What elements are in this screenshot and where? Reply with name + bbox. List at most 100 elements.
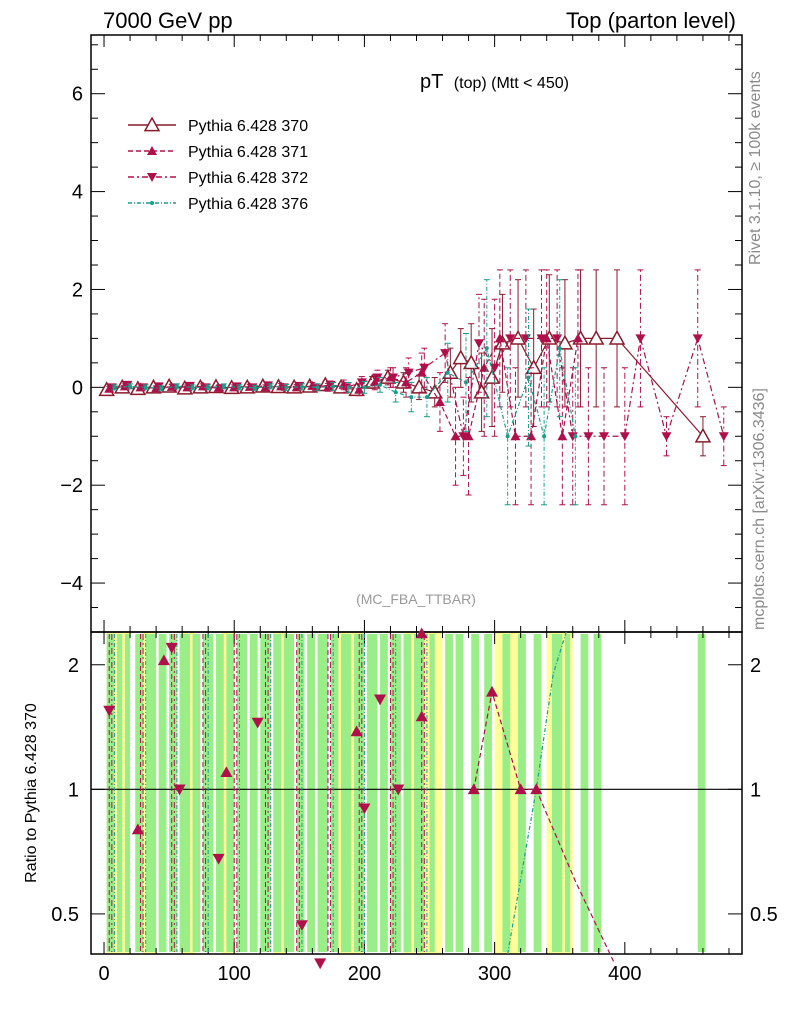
ratio-band-green	[106, 634, 115, 952]
ratio-band-green	[429, 634, 435, 952]
ratio-band-green	[124, 634, 131, 952]
data-point	[131, 823, 144, 835]
ratio-band-green	[273, 634, 282, 952]
ratio-band-green	[484, 634, 493, 952]
x-tick-label: 200	[348, 963, 381, 985]
ratio-band-layer	[106, 632, 706, 954]
ratio-band-green	[340, 634, 352, 952]
data-point	[479, 362, 490, 372]
data-point	[143, 116, 161, 132]
data-point	[505, 334, 516, 344]
data-point	[295, 920, 308, 932]
x-tick-label: 300	[478, 963, 511, 985]
data-point	[692, 334, 703, 344]
data-point	[509, 329, 527, 345]
data-point	[354, 384, 365, 394]
data-point	[299, 384, 304, 389]
data-point	[572, 333, 583, 343]
data-point	[268, 384, 273, 389]
data-point	[122, 380, 133, 390]
data-point	[147, 173, 157, 182]
data-point	[315, 385, 320, 390]
data-point	[462, 354, 480, 370]
data-point	[536, 334, 547, 344]
data-point	[350, 725, 363, 737]
header-right: Top (parton level)	[566, 8, 736, 33]
data-point	[153, 382, 164, 392]
data-point	[392, 784, 405, 796]
data-point	[419, 363, 430, 373]
data-point	[426, 383, 444, 399]
data-point	[450, 431, 461, 441]
data-point	[463, 431, 474, 441]
data-point	[150, 201, 154, 205]
data-point	[284, 385, 289, 390]
ratio-band-green	[330, 634, 339, 952]
data-point	[403, 368, 414, 378]
ratio-band-green	[145, 634, 157, 952]
data-point	[526, 375, 531, 380]
data-point	[473, 383, 490, 399]
y-tick-label: −2	[60, 475, 83, 497]
data-point	[573, 434, 578, 439]
data-point	[557, 346, 562, 351]
data-point	[598, 432, 609, 442]
ratio-band-green	[135, 634, 144, 952]
data-point	[378, 382, 383, 387]
data-point	[473, 339, 484, 349]
data-point	[458, 432, 469, 442]
x-tick-label: 100	[218, 963, 251, 985]
data-point	[159, 386, 164, 391]
data-point	[619, 432, 630, 442]
legend: Pythia 6.428 370 Pythia 6.428 371 Pythia 6…	[128, 116, 308, 213]
ratio-series-line	[473, 691, 615, 964]
data-point	[452, 349, 470, 365]
data-point	[542, 434, 547, 439]
data-point	[556, 334, 574, 350]
ratio-band-green	[697, 634, 706, 952]
legend-label: Pythia 6.428 376	[188, 196, 308, 213]
data-point	[552, 334, 563, 344]
data-point	[356, 378, 367, 388]
data-point	[221, 384, 226, 389]
data-point	[325, 380, 336, 390]
chart-title-main: pT	[420, 71, 443, 93]
ratio-series-line	[507, 631, 567, 955]
y-tick-label: 2	[72, 279, 83, 301]
data-point	[314, 958, 327, 970]
ratio-band-green	[502, 634, 511, 952]
data-point	[635, 334, 646, 344]
ratio-band-green	[354, 634, 365, 952]
data-point	[253, 385, 258, 390]
x-tick-label: 400	[608, 963, 641, 985]
data-point	[409, 395, 414, 400]
data-point	[251, 717, 264, 729]
data-point	[467, 783, 480, 795]
data-point	[514, 783, 527, 795]
ratio-y-tick-label-right: 0.5	[750, 904, 778, 926]
ratio-y-tick-label-right: 2	[750, 655, 761, 677]
ratio-band-green	[158, 634, 167, 952]
ratio-y-tick-label-right: 1	[750, 779, 761, 801]
ratio-band-green	[215, 634, 224, 952]
data-point	[525, 359, 542, 375]
data-point	[415, 710, 428, 722]
ratio-band-green	[260, 634, 271, 952]
axis-ticks-layer: 0 100 200 300 400 −4 −2 0 2 4 6 0.5 0.5 1 1 2 2	[51, 35, 778, 985]
data-point	[718, 432, 729, 442]
ratio-band-green	[307, 634, 315, 952]
data-point	[374, 694, 387, 706]
legend-label: Pythia 6.428 371	[188, 144, 308, 161]
data-point	[362, 385, 367, 390]
legend-label: Pythia 6.428 372	[188, 170, 308, 187]
data-point	[220, 766, 233, 778]
data-point	[526, 431, 537, 441]
data-point	[486, 685, 499, 697]
data-point	[463, 380, 468, 385]
ratio-band-green	[413, 634, 425, 952]
data-point	[583, 432, 594, 442]
ratio-band-green	[593, 634, 602, 952]
data-point	[388, 373, 399, 383]
ratio-band-green	[296, 634, 305, 952]
